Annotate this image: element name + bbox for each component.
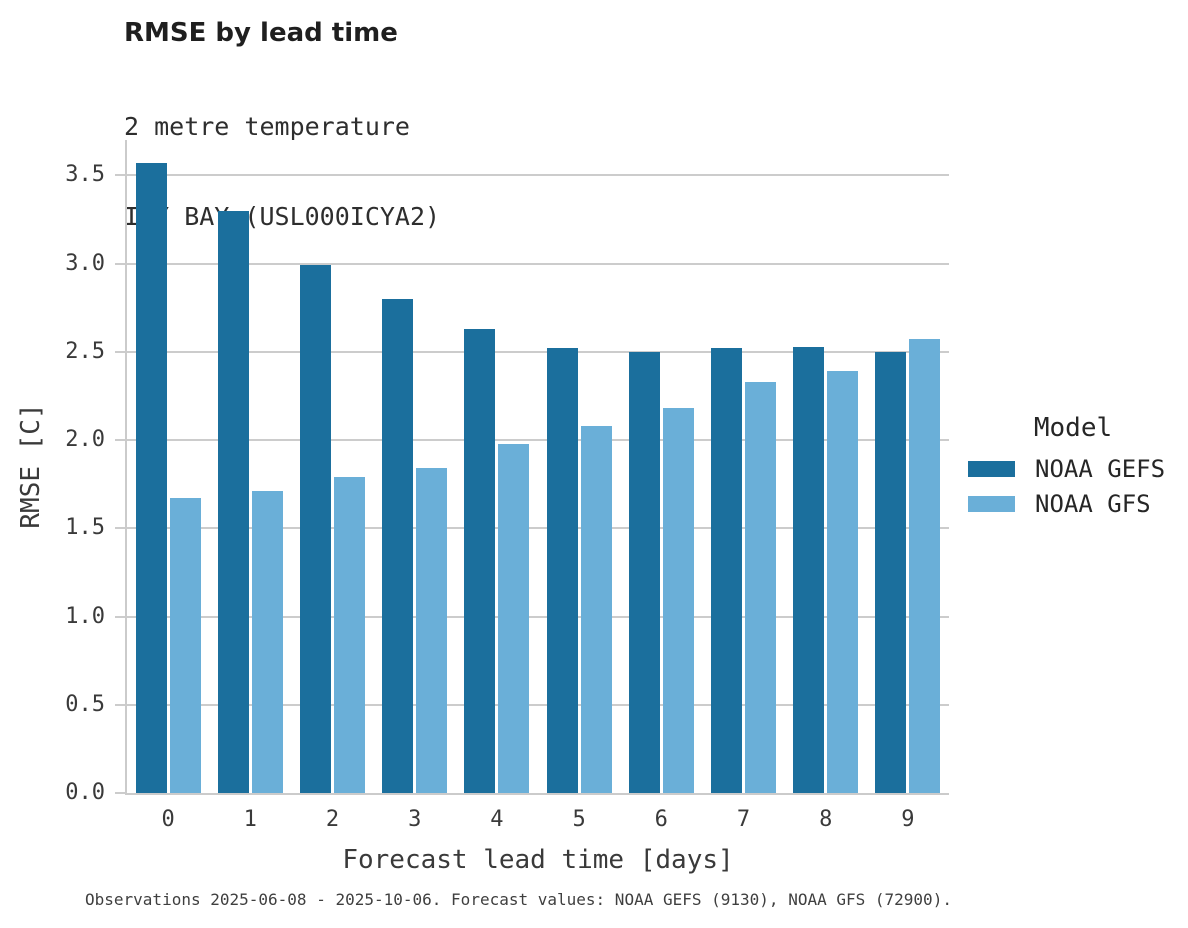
chart-title: RMSE by lead time: [124, 18, 398, 48]
bar-noaa-gefs-lead-1: [217, 210, 249, 793]
bar-noaa-gefs-lead-4: [464, 328, 496, 793]
bar-noaa-gfs-lead-1: [251, 491, 283, 793]
y-tick-mark: [115, 174, 125, 177]
bar-group-lead-2: [291, 140, 373, 793]
bar-group-lead-4: [456, 140, 538, 793]
y-tick-label-2.0: 2.0: [65, 427, 105, 453]
x-tick-label-8: 8: [819, 807, 833, 832]
bar-noaa-gfs-lead-0: [169, 498, 201, 793]
y-tick-label-2.5: 2.5: [65, 338, 105, 364]
y-tick-mark: [115, 262, 125, 265]
legend-row-noaa-gefs: NOAA GEFS: [968, 455, 1180, 483]
legend-label-noaa-gefs: NOAA GEFS: [1035, 455, 1166, 483]
gridline-y-1.0: [127, 615, 949, 618]
bar-group-lead-7: [702, 140, 784, 793]
bar-group-lead-1: [209, 140, 291, 793]
bar-noaa-gefs-lead-9: [875, 351, 907, 793]
x-tick-label-1: 1: [243, 807, 257, 832]
gridline-y-1.5: [127, 527, 949, 530]
bar-noaa-gefs-lead-6: [628, 351, 660, 793]
gridline-y-3.5: [127, 174, 949, 177]
x-tick-label-5: 5: [572, 807, 586, 832]
bar-group-lead-8: [785, 140, 867, 793]
x-tick-label-9: 9: [901, 807, 915, 832]
legend-row-noaa-gfs: NOAA GFS: [968, 490, 1180, 518]
bar-noaa-gfs-lead-5: [580, 425, 612, 793]
bar-noaa-gefs-lead-8: [793, 346, 825, 793]
y-tick-label-0.0: 0.0: [65, 780, 105, 805]
bar-noaa-gfs-lead-4: [498, 443, 530, 793]
bar-group-lead-5: [538, 140, 620, 793]
bar-group-lead-0: [127, 140, 209, 793]
y-tick-label-3.5: 3.5: [65, 162, 105, 188]
y-tick-label-1.0: 1.0: [65, 603, 105, 629]
bar-noaa-gefs-lead-7: [710, 348, 742, 793]
y-axis-label: RMSE [C]: [16, 403, 46, 529]
y-tick-label-0.5: 0.5: [65, 691, 105, 717]
bar-noaa-gefs-lead-0: [135, 162, 167, 793]
x-tick-label-7: 7: [736, 807, 751, 832]
bar-noaa-gfs-lead-9: [909, 339, 941, 793]
subtitle-variable: 2 metre temperature: [124, 112, 410, 141]
plot-area: Forecast lead time [days] 0.0 0.5 1.0 1.5 2.…: [65, 140, 949, 875]
y-tick-mark: [115, 615, 125, 618]
x-tick-label-0: 0: [161, 807, 175, 832]
bar-group-lead-6: [620, 140, 702, 793]
bar-noaa-gfs-lead-3: [416, 468, 448, 793]
x-tick-label-3: 3: [408, 807, 422, 832]
y-tick-mark: [115, 527, 125, 530]
bar-noaa-gefs-lead-3: [382, 298, 414, 793]
gridline-y-2.5: [127, 350, 949, 353]
x-tick-label-2: 2: [325, 807, 340, 832]
legend-swatch-noaa-gefs: [968, 461, 1015, 477]
y-tick-label-3.0: 3.0: [65, 250, 105, 276]
gridline-y-0.5: [127, 703, 949, 706]
y-tick-label-1.5: 1.5: [65, 515, 105, 541]
legend-label-noaa-gfs: NOAA GFS: [1035, 490, 1151, 518]
legend-title: Model: [1033, 413, 1113, 443]
bar-noaa-gfs-lead-7: [744, 381, 776, 793]
gridline-y-3.0: [127, 262, 949, 265]
y-tick-mark: [115, 439, 125, 442]
x-axis-label: Forecast lead time [days]: [342, 845, 734, 875]
y-tick-mark: [115, 792, 125, 794]
y-tick-mark: [115, 350, 125, 353]
bar-noaa-gfs-lead-8: [827, 371, 859, 793]
x-tick-label-4: 4: [490, 807, 504, 832]
legend: Model NOAA GEFS NOAA GFS: [966, 413, 1180, 528]
legend-swatch-noaa-gfs: [968, 496, 1015, 512]
bar-group-lead-9: [867, 140, 949, 793]
bar-noaa-gfs-lead-6: [662, 408, 694, 793]
bar-noaa-gefs-lead-2: [299, 265, 331, 793]
gridline-y-2.0: [127, 439, 949, 442]
bar-noaa-gfs-lead-2: [333, 477, 365, 793]
bar-group-lead-3: [374, 140, 456, 793]
y-tick-mark: [115, 703, 125, 706]
x-tick-label-6: 6: [654, 807, 668, 832]
bar-noaa-gefs-lead-5: [546, 348, 578, 793]
footer-caption: Observations 2025-06-08 - 2025-10-06. Fo…: [85, 890, 952, 909]
